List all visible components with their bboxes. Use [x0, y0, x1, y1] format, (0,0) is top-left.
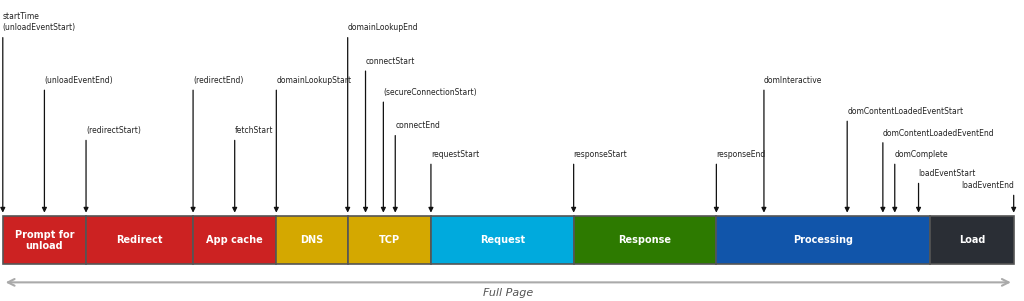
Text: domContentLoadedEventEnd: domContentLoadedEventEnd [883, 129, 994, 138]
Bar [348, 216, 431, 264]
Text: (secureConnectionStart): (secureConnectionStart) [383, 88, 477, 97]
Text: domInteractive: domInteractive [764, 76, 822, 85]
Text: loadEventEnd: loadEventEnd [961, 181, 1014, 190]
Text: (redirectEnd): (redirectEnd) [194, 76, 244, 85]
Text: (redirectStart): (redirectStart) [86, 126, 141, 135]
Bar [931, 216, 1014, 264]
Text: Prompt for
unload: Prompt for unload [14, 229, 74, 251]
Text: Processing: Processing [794, 235, 853, 245]
Text: TCP: TCP [379, 235, 399, 245]
Bar [3, 216, 86, 264]
Text: loadEventStart: loadEventStart [919, 169, 976, 178]
Bar [717, 216, 931, 264]
Text: fetchStart: fetchStart [234, 126, 273, 135]
Text: (unloadEventEnd): (unloadEventEnd) [44, 76, 113, 85]
Text: domainLookupEnd: domainLookupEnd [348, 23, 419, 33]
Bar [573, 216, 717, 264]
Text: connectStart: connectStart [366, 57, 415, 66]
Text: Request: Request [479, 235, 525, 245]
Text: requestStart: requestStart [431, 150, 479, 159]
Bar [86, 216, 194, 264]
Bar [431, 216, 573, 264]
Text: Full Page: Full Page [483, 288, 534, 298]
Text: Response: Response [618, 235, 672, 245]
Text: domContentLoadedEventStart: domContentLoadedEventStart [847, 107, 964, 116]
Text: domainLookupStart: domainLookupStart [276, 76, 351, 85]
Text: Load: Load [958, 235, 985, 245]
Text: domComplete: domComplete [895, 150, 948, 159]
Text: connectEnd: connectEnd [395, 121, 440, 130]
Bar [276, 216, 348, 264]
Text: responseEnd: responseEnd [717, 150, 766, 159]
Text: startTime
(unloadEventStart): startTime (unloadEventStart) [3, 12, 76, 33]
Text: App cache: App cache [206, 235, 263, 245]
Text: responseStart: responseStart [573, 150, 628, 159]
Text: DNS: DNS [300, 235, 324, 245]
Text: Redirect: Redirect [117, 235, 163, 245]
Bar [194, 216, 276, 264]
